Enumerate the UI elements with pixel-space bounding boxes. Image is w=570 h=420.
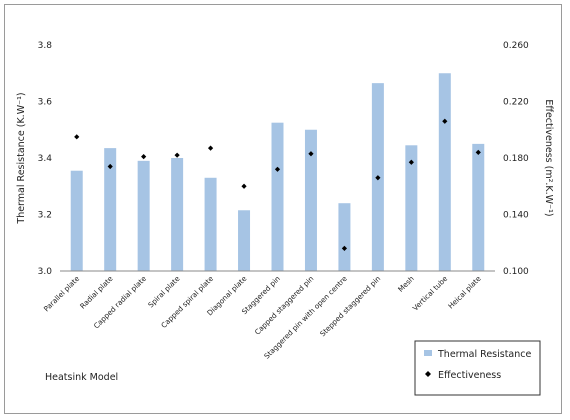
bar-5 <box>204 177 217 271</box>
category-label-13: Heical plate <box>446 274 483 311</box>
bar-1 <box>70 170 83 271</box>
y2-tick-label-3: 0.180 <box>503 154 529 164</box>
effectiveness-marker-9 <box>341 245 348 251</box>
category-label-8: Capped staggered pin <box>253 274 316 337</box>
effectiveness-marker-6 <box>241 183 247 189</box>
bar-6 <box>238 210 251 271</box>
bar-11 <box>405 145 418 271</box>
y-tick-label-5: 3.8 <box>38 41 53 51</box>
effectiveness-marker-2 <box>107 163 113 170</box>
legend-label-thermal-resistance: Thermal Resistance <box>437 349 531 360</box>
effectiveness-marker-8 <box>308 151 314 157</box>
x-axis-title: Heatsink Model <box>45 372 118 383</box>
category-label-1: Parallel plate <box>42 274 82 314</box>
y2-tick-label-4: 0.220 <box>503 98 529 108</box>
y-tick-label-1: 3.0 <box>38 267 53 277</box>
effectiveness-marker-10 <box>375 175 381 181</box>
legend: Thermal Resistance Effectiveness <box>414 340 541 396</box>
bar-8 <box>304 129 317 271</box>
left-axis-ticks: 3.0 3.2 3.4 3.6 3.8 <box>38 41 53 277</box>
effectiveness-marker-1 <box>74 134 80 140</box>
legend-label-effectiveness: Effectiveness <box>438 370 501 381</box>
legend-swatch-marker <box>425 371 431 377</box>
bar-9 <box>338 203 351 271</box>
y2-tick-label-1: 0.100 <box>503 267 529 277</box>
y2-tick-label-2: 0.140 <box>503 211 529 221</box>
bar-13 <box>472 143 485 271</box>
effectiveness-marker-5 <box>207 145 214 151</box>
bar-12 <box>438 73 451 271</box>
effectiveness-marker-4 <box>174 152 180 158</box>
effectiveness-marker-3 <box>141 153 147 160</box>
y-tick-label-3: 3.4 <box>38 154 53 164</box>
right-axis-ticks: 0.100 0.140 0.180 0.220 0.260 <box>503 41 529 277</box>
category-label-11: Mesh <box>396 274 416 294</box>
bar-7 <box>271 122 284 271</box>
legend-box <box>414 340 541 396</box>
y-tick-label-4: 3.6 <box>38 98 53 108</box>
category-label-4: Spiral plate <box>146 274 182 310</box>
effectiveness-marker-11 <box>408 159 414 165</box>
bar-3 <box>137 160 150 271</box>
effectiveness-marker-7 <box>274 166 281 172</box>
effectiveness-marker-12 <box>442 118 448 124</box>
y-axis-title: Thermal Resistance (K.W⁻¹) <box>16 92 27 224</box>
effectiveness-marker-13 <box>475 149 481 155</box>
bar-4 <box>171 158 184 271</box>
category-label-10: Stepped staggered pin <box>318 274 382 338</box>
marker-series <box>74 118 481 251</box>
legend-swatch-bar <box>424 350 432 356</box>
category-label-12: Vertical tube <box>411 274 450 313</box>
y-tick-label-2: 3.2 <box>38 211 52 221</box>
bar-2 <box>104 148 117 271</box>
y2-axis-title: Effectiveness (m².K.W⁻¹) <box>543 99 554 216</box>
y2-tick-label-5: 0.260 <box>503 41 529 51</box>
bar-series <box>70 73 485 271</box>
